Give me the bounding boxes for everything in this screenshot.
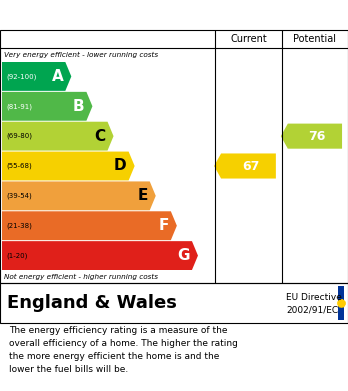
- Text: 76: 76: [308, 130, 326, 143]
- Text: E: E: [137, 188, 148, 203]
- Polygon shape: [2, 62, 71, 91]
- FancyBboxPatch shape: [338, 286, 344, 320]
- Polygon shape: [2, 241, 198, 270]
- Text: Very energy efficient - lower running costs: Very energy efficient - lower running co…: [4, 52, 158, 58]
- Polygon shape: [281, 124, 342, 149]
- Text: G: G: [177, 248, 190, 263]
- Text: The energy efficiency rating is a measure of the
overall efficiency of a home. T: The energy efficiency rating is a measur…: [9, 326, 238, 374]
- Polygon shape: [2, 181, 156, 210]
- Text: (92-100): (92-100): [6, 73, 37, 80]
- Text: Not energy efficient - higher running costs: Not energy efficient - higher running co…: [4, 274, 158, 280]
- Text: (39-54): (39-54): [6, 193, 32, 199]
- Text: Current: Current: [230, 34, 267, 44]
- Text: F: F: [158, 218, 169, 233]
- Text: Energy Efficiency Rating: Energy Efficiency Rating: [9, 7, 211, 23]
- Text: (81-91): (81-91): [6, 103, 32, 109]
- Text: A: A: [52, 69, 63, 84]
- Text: (55-68): (55-68): [6, 163, 32, 169]
- Text: D: D: [114, 158, 127, 174]
- Text: C: C: [94, 129, 105, 143]
- Polygon shape: [2, 92, 93, 121]
- Text: 2002/91/EC: 2002/91/EC: [286, 306, 338, 315]
- Text: (69-80): (69-80): [6, 133, 32, 140]
- Polygon shape: [214, 153, 276, 179]
- Polygon shape: [2, 122, 113, 151]
- Text: Potential: Potential: [293, 34, 337, 44]
- Text: 67: 67: [242, 160, 259, 172]
- Polygon shape: [2, 211, 177, 240]
- Text: (21-38): (21-38): [6, 222, 32, 229]
- Text: B: B: [73, 99, 85, 114]
- Text: England & Wales: England & Wales: [7, 294, 177, 312]
- Polygon shape: [2, 152, 135, 180]
- Text: (1-20): (1-20): [6, 252, 27, 259]
- Text: EU Directive: EU Directive: [286, 292, 342, 301]
